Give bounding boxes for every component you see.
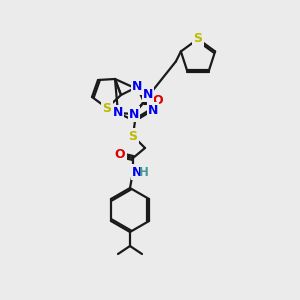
Text: S: S (128, 130, 137, 142)
Text: S: S (194, 32, 202, 46)
Text: N: N (113, 106, 123, 119)
Text: N: N (132, 166, 142, 178)
Text: N: N (132, 80, 142, 94)
Text: N: N (143, 88, 153, 100)
Text: S: S (103, 101, 112, 115)
Text: N: N (148, 103, 158, 116)
Text: N: N (129, 107, 139, 121)
Text: O: O (153, 94, 163, 107)
Text: O: O (115, 148, 125, 161)
Text: H: H (139, 166, 149, 178)
